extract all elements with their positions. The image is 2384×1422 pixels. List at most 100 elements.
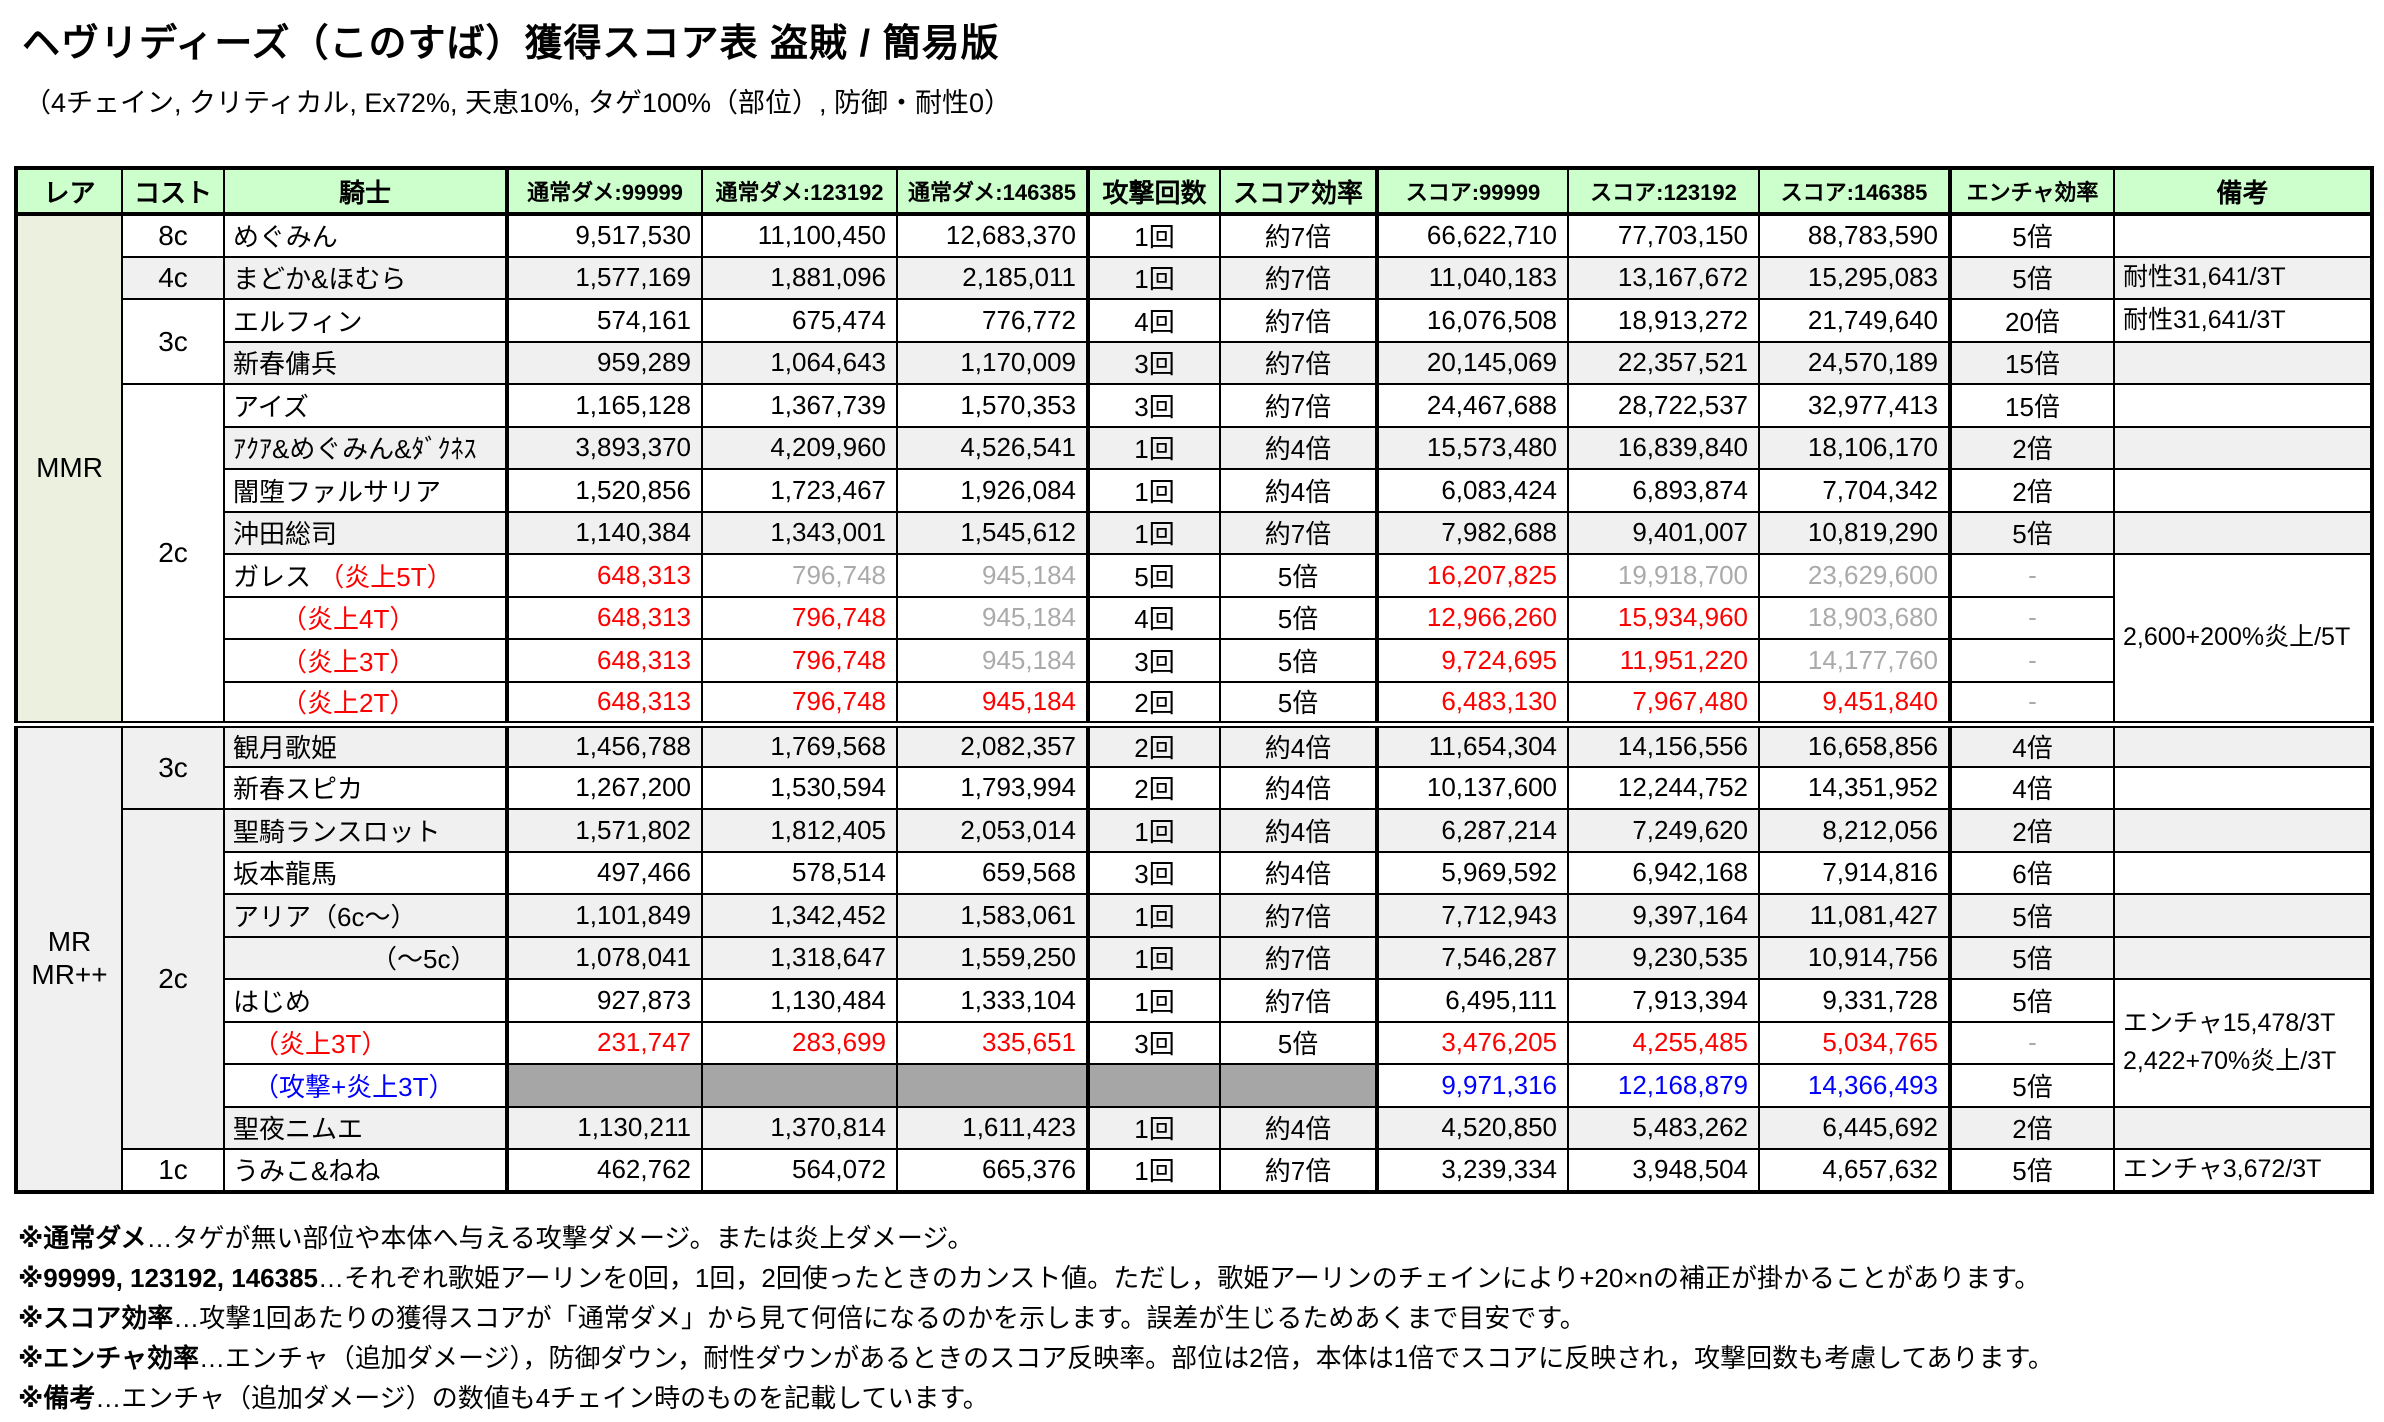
cell-garesu-enjo3t-knight: （炎上3T） [223,638,509,683]
cell-madoka-homura-s2: 13,167,672 [1567,255,1760,300]
cell-aizu-hits: 3回 [1087,383,1221,428]
cell-hajime-kougeki-enjo3t-dmg3 [896,1063,1090,1108]
cell-hajime-knight: はじめ [223,978,509,1023]
footnote-text: …それぞれ歌姫アーリンを0回，1回，2回使ったときのカンスト値。ただし，歌姫アー… [318,1262,2041,1293]
cell-sakamoto-ryouma-note [2113,850,2373,895]
cell-seiki-lancelot-dmg1: 1,571,802 [506,808,703,853]
cell-okita-souji-note [2113,510,2373,555]
cell-mizuki-utahime-knight: 観月歌姫 [223,720,509,768]
cell-umiko-nene-hits: 1回 [1087,1148,1221,1193]
cell-seiki-lancelot-dmg3: 2,053,014 [896,808,1090,853]
cell-sakamoto-ryouma-dmg1: 497,466 [506,850,703,895]
footnote-text: …タゲが無い部位や本体へ与える攻撃ダメージ。または炎上ダメージ。 [146,1222,974,1253]
cell-garesu-enjo4t-ench: - [1949,595,2115,640]
cell-aria-5c-s3: 10,914,756 [1758,935,1952,980]
table-row-garesu-enjo5t: ガレス （炎上5T） 648,313 796,748 945,184 5回 5倍 16,20… [16,553,2373,725]
cell-seiya-nimue-knight: 聖夜ニムエ [223,1105,509,1150]
table-row-elfin: 3c エルフィン 574,161 675,474 776,772 4回 約7倍 16,076,… [16,298,2373,385]
cell-seiki-lancelot-cost: 2c [121,808,225,1150]
cell-hajime-enjo3t-knight: （炎上3T） [223,1020,509,1065]
cell-hajime-kougeki-enjo3t-s1: 9,971,316 [1376,1063,1569,1108]
cell-aizu-dmg1: 1,165,128 [506,383,703,428]
cell-seiya-nimue-dmg3: 1,611,423 [896,1105,1090,1150]
cell-elfin-dmg3: 776,772 [896,298,1090,343]
footnote-term: ※99999, 123192, 146385 [18,1262,318,1293]
cell-megumin-cost: 8c [121,213,225,258]
cell-shinshun-spica-s3: 14,351,952 [1758,765,1952,810]
cell-aria-6c-hits: 1回 [1087,893,1221,938]
footnote-term: ※備考 [18,1382,96,1413]
cell-madoka-homura-eff: 約7倍 [1219,255,1379,300]
cell-aqua-megumin-darkness-eff: 約4倍 [1219,425,1379,470]
cell-aqua-megumin-darkness-note [2113,425,2373,470]
cell-garesu-enjo4t-s3: 18,903,680 [1758,595,1952,640]
footnote-text: …エンチャ（追加ダメージ），防御ダウン，耐性ダウンがあるときのスコア反映率。部位… [199,1342,2054,1373]
cell-hajime-ench: 5倍 [1949,978,2115,1023]
cell-megumin-hits: 1回 [1087,213,1221,258]
cell-aqua-megumin-darkness-dmg3: 4,526,541 [896,425,1090,470]
cell-megumin-dmg3: 12,683,370 [896,213,1090,258]
footnote-text: …攻撃1回あたりの獲得スコアが「通常ダメ」から見て何倍になるのかを示します。誤差… [173,1302,1586,1333]
column-header-eff: スコア効率 [1219,167,1379,216]
cell-aqua-megumin-darkness-s2: 16,839,840 [1567,425,1760,470]
cell-shinshun-spica-eff: 約4倍 [1219,765,1379,810]
cell-umiko-nene-note: エンチャ3,672/3T [2113,1148,2373,1193]
cell-hajime-note: エンチャ15,478/3T 2,422+70%炎上/3T [2113,978,2373,1108]
cell-garesu-enjo2t-knight: （炎上2T） [223,680,509,725]
cell-aria-5c-knight: （〜5c） [223,935,509,980]
cell-mizuki-utahime-note [2113,720,2373,768]
cell-seiki-lancelot-s1: 6,287,214 [1376,808,1569,853]
cell-garesu-enjo5t-s3: 23,629,600 [1758,553,1952,598]
cell-shinshun-spica-ench: 4倍 [1949,765,2115,810]
cell-aria-6c-dmg1: 1,101,849 [506,893,703,938]
cell-yamiochi-falsaria-s3: 7,704,342 [1758,468,1952,513]
cell-aria-6c-note [2113,893,2373,938]
column-header-s1: スコア:99999 [1376,167,1569,216]
cell-aizu-knight: アイズ [223,383,509,428]
cell-hajime-enjo3t-dmg1: 231,747 [506,1020,703,1065]
score-table-body: MMR 8c めぐみん 9,517,530 11,100,450 12,683,370 1回… [15,213,2373,1193]
cell-megumin-dmg1: 9,517,530 [506,213,703,258]
cell-umiko-nene-ench: 5倍 [1949,1148,2115,1193]
column-header-dmg1: 通常ダメ:99999 [506,167,703,216]
cell-seiki-lancelot-s2: 7,249,620 [1567,808,1760,853]
cell-garesu-enjo5t-ench: - [1949,553,2115,598]
cell-umiko-nene-eff: 約7倍 [1219,1148,1379,1193]
cell-yamiochi-falsaria-eff: 約4倍 [1219,468,1379,513]
footnote-term: ※スコア効率 [18,1302,174,1333]
cell-yamiochi-falsaria-note [2113,468,2373,513]
cell-aqua-megumin-darkness-hits: 1回 [1087,425,1221,470]
cell-okita-souji-dmg1: 1,140,384 [506,510,703,555]
cell-okita-souji-ench: 5倍 [1949,510,2115,555]
cell-garesu-enjo4t-eff: 5倍 [1219,595,1379,640]
cell-aqua-megumin-darkness-dmg2: 4,209,960 [701,425,898,470]
cell-mizuki-utahime-dmg2: 1,769,568 [701,720,898,768]
table-row-hajime-enjo3t: （炎上3T） 231,747 283,699 335,651 3回 5倍 3,476,205… [16,1020,2372,1065]
cell-sakamoto-ryouma-knight: 坂本龍馬 [223,850,509,895]
cell-hajime-s2: 7,913,394 [1567,978,1760,1023]
score-table: レア コスト 騎士 通常ダメ:99999 通常ダメ:123192 通常ダメ:146385 攻… [14,166,2374,1194]
cell-garesu-enjo2t-s1: 6,483,130 [1376,680,1569,725]
cell-seiya-nimue-dmg1: 1,130,211 [506,1105,703,1150]
cell-mizuki-utahime-cost: 3c [121,720,225,810]
cell-shinshun-spica-dmg1: 1,267,200 [506,765,703,810]
cell-hajime-kougeki-enjo3t-dmg1 [506,1063,703,1108]
footnotes: ※通常ダメ…タゲが無い部位や本体へ与える攻撃ダメージ。または炎上ダメージ。 ※99… [18,1218,2370,1418]
cell-garesu-enjo3t-s1: 9,724,695 [1376,638,1569,683]
cell-hajime-s1: 6,495,111 [1376,978,1569,1023]
footnote-4: ※エンチャ効率…エンチャ（追加ダメージ），防御ダウン，耐性ダウンがあるときのスコ… [18,1338,2370,1378]
cell-mizuki-utahime-rare: MR MR++ [15,720,123,1193]
cell-seiki-lancelot-note [2113,808,2373,853]
cell-garesu-enjo2t-dmg3: 945,184 [896,680,1090,725]
cell-aqua-megumin-darkness-dmg1: 3,893,370 [506,425,703,470]
cell-seiya-nimue-dmg2: 1,370,814 [701,1105,898,1150]
table-row-shinshun-youhei: 新春傭兵 959,289 1,064,643 1,170,009 3回 約7倍 20,145… [16,340,2373,385]
cell-elfin-dmg2: 675,474 [701,298,898,343]
cell-seiya-nimue-s3: 6,445,692 [1758,1105,1952,1150]
cell-seiki-lancelot-hits: 1回 [1087,808,1221,853]
cell-garesu-enjo5t-s1: 16,207,825 [1376,553,1569,598]
cell-garesu-enjo2t-ench: - [1949,680,2115,725]
cell-aqua-megumin-darkness-s1: 15,573,480 [1376,425,1569,470]
cell-megumin-rare: MMR [15,213,123,725]
